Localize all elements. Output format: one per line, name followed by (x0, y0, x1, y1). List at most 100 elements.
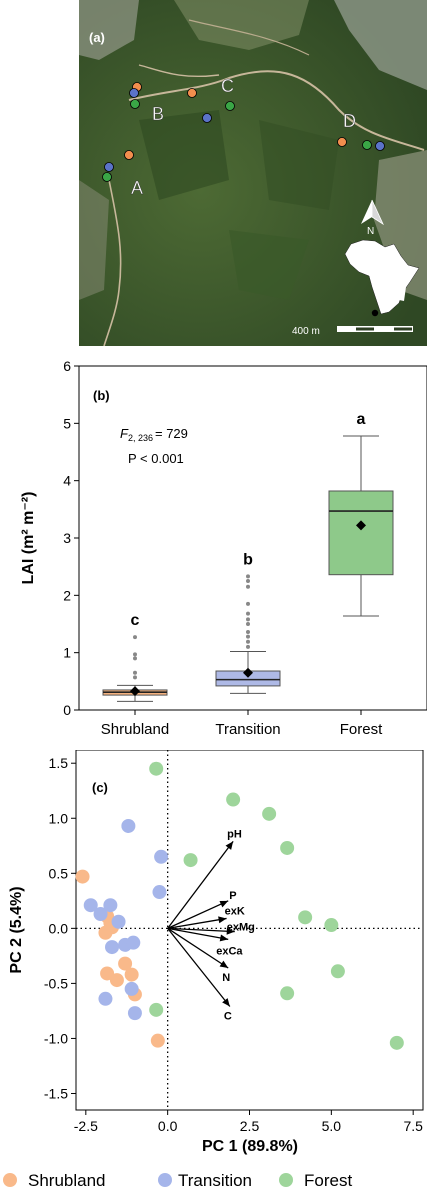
outlier-point (133, 652, 137, 657)
point-shrubland (124, 967, 139, 982)
site-d-shrubland-marker (337, 137, 347, 147)
x-tick-label-transition: Transition (215, 721, 280, 738)
outlier-point (246, 630, 250, 635)
y-tick-label: 0.5 (49, 865, 69, 881)
f-subscript: 2, 236 (128, 433, 153, 443)
y-tick-label: 6 (63, 358, 71, 374)
box-transition: b (215, 551, 281, 694)
site-b-forest-marker (130, 99, 140, 109)
site-b-transition-marker (129, 88, 139, 98)
y-tick-label: -1.5 (44, 1085, 68, 1101)
panel-b-label: (b) (93, 388, 110, 403)
loading-vector-c: C (167, 927, 232, 1023)
point-forest (389, 1035, 404, 1050)
site-a-forest-marker (102, 172, 112, 182)
loading-vector-exmg: exMg (167, 922, 255, 935)
vector-line (167, 927, 229, 969)
point-transition (127, 1006, 142, 1021)
arrow-head (225, 841, 234, 850)
outlier-point (133, 635, 137, 640)
loading-vector-exca: exCa (167, 927, 243, 957)
vector-label: exCa (216, 945, 243, 957)
box-forest: a (328, 411, 394, 617)
point-shrubland (75, 869, 90, 884)
f-statistic: F2, 236 = 729 (120, 426, 188, 443)
y-tick-label: 0.0 (49, 920, 69, 936)
site-a-transition-marker (104, 162, 114, 172)
outlier-point (246, 574, 250, 579)
point-transition (154, 849, 169, 864)
north-arrow-icon: N (361, 199, 384, 237)
site-d-transition-marker (375, 141, 385, 151)
outlier-point (246, 639, 250, 644)
scale-label: 400 m (292, 326, 320, 337)
outlier-point (246, 617, 250, 622)
point-transition (124, 981, 139, 996)
x-tick-label: -2.5 (74, 1118, 98, 1134)
outlier-point (246, 622, 250, 626)
point-shrubland (100, 966, 115, 981)
vector-line (167, 927, 229, 940)
x-tick-label: 0.0 (158, 1118, 178, 1134)
aerial-map-panel: (a) A B C D N 400 m (79, 0, 427, 346)
site-markers (102, 82, 385, 182)
vector-line (167, 840, 234, 929)
legend: Shrubland Transition Forest (3, 1171, 352, 1190)
outlier-point (246, 579, 250, 583)
point-shrubland (98, 925, 113, 940)
outlier-point (133, 670, 137, 675)
f-value: = 729 (155, 426, 188, 441)
outlier-point (246, 644, 250, 649)
outlier-point (246, 601, 250, 606)
mean-marker (356, 520, 366, 531)
legend-transition: Transition (178, 1171, 252, 1190)
significance-letter: c (131, 612, 140, 629)
legend-forest: Forest (304, 1171, 352, 1190)
arrow-head (219, 960, 229, 968)
study-location-dot (371, 309, 379, 317)
panel-c-label: (c) (92, 780, 108, 795)
lai-boxplot: (b) 0 1 2 3 4 5 6 Shrubland Transition Forest c b a… (20, 358, 427, 738)
legend-transition-marker (158, 1173, 172, 1187)
scale-bar (337, 326, 413, 332)
vector-label: exK (225, 905, 245, 917)
point-shrubland (109, 973, 124, 988)
point-forest (324, 918, 339, 933)
x-tick-label: 5.0 (322, 1118, 342, 1134)
point-transition (121, 818, 136, 833)
legend-shrubland: Shrubland (28, 1171, 106, 1190)
y-tick-label: 1.5 (49, 755, 69, 771)
y-axis-label: LAI (m² m⁻²) (20, 492, 37, 585)
point-forest (226, 792, 241, 807)
point-transition (103, 898, 118, 913)
outlier-point (246, 611, 250, 616)
point-transition (152, 885, 167, 900)
f-symbol: F (120, 426, 129, 441)
point-forest (183, 853, 198, 868)
point-forest (280, 986, 295, 1001)
x-axis-label: PC 1 (89.8%) (202, 1138, 298, 1155)
point-transition (83, 898, 98, 913)
pca-biplot: (c) -2.5 0.0 2.5 5.0 7.5 1.5 1.0 0.5 0.0 -0.5 -1.0… (8, 750, 424, 1155)
box-shrubland: c (102, 612, 168, 702)
x-tick-label: 2.5 (240, 1118, 260, 1134)
point-transition (93, 907, 108, 922)
significance-letter: a (357, 411, 366, 428)
madagascar-icon (399, 287, 406, 301)
north-label: N (367, 226, 374, 237)
vector-label: C (224, 1011, 232, 1023)
outlier-point (133, 675, 137, 680)
site-c-forest-marker (225, 101, 235, 111)
site-label-c: C (221, 76, 234, 96)
loading-vector-exk: exK (167, 905, 245, 929)
site-label-d: D (343, 111, 356, 131)
panel-a-label: (a) (89, 30, 105, 45)
arrow-head (219, 900, 229, 908)
vector-line (167, 927, 235, 933)
y-tick-label: 1 (63, 645, 71, 661)
loading-vector-p: P (167, 890, 237, 929)
point-forest (149, 761, 164, 776)
arrow-head (222, 998, 230, 1007)
site-label-a: A (131, 178, 143, 198)
x-tick-label: 7.5 (403, 1118, 423, 1134)
